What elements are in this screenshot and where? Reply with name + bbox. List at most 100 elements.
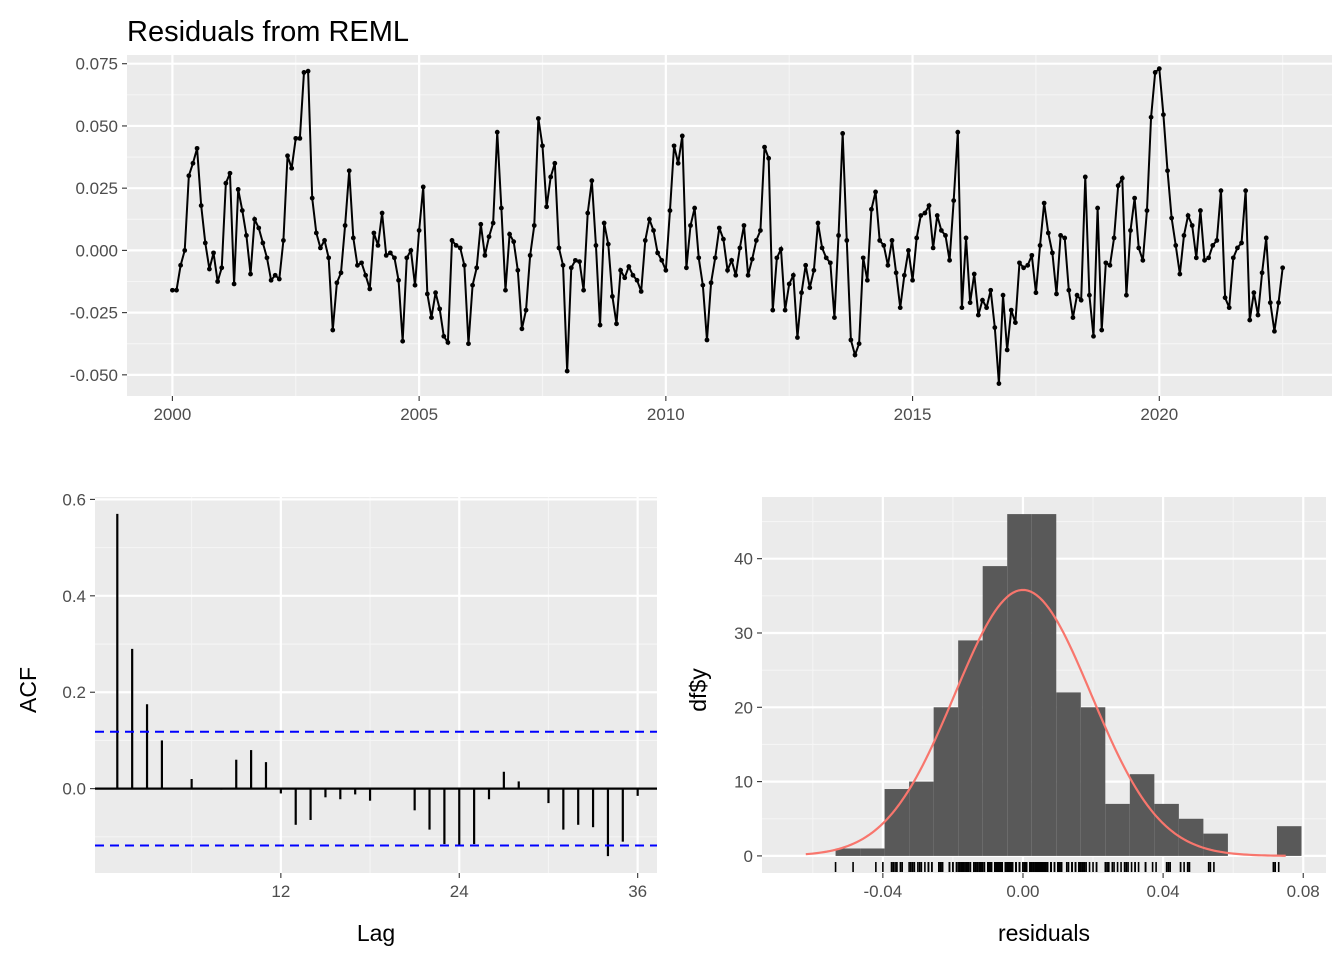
y-tick-label: 30 [734,624,753,643]
residual-point [474,265,480,271]
residual-point [647,216,652,222]
residual-point [170,287,175,293]
residual-point [1222,295,1228,301]
histogram-bar [860,848,885,856]
residual-point [1230,255,1236,261]
acf-panel: 12 24 36 0.0 0.2 0.4 0.6 Lag ACF [15,490,657,946]
residual-point [597,322,603,328]
residual-point [626,264,632,269]
residual-point [1259,270,1265,276]
residual-point [227,170,233,176]
x-tick-label: 24 [450,882,469,901]
residual-point [634,277,640,283]
residual-point [355,262,360,268]
residual-point [1218,188,1224,194]
residual-point [424,291,430,297]
residual-point [992,325,998,330]
residual-point [1074,292,1080,298]
residual-point [346,168,352,174]
residual-point [297,135,303,141]
residual-point [437,306,443,312]
residual-point [334,280,340,286]
residual-point [663,267,669,273]
residual-point [1062,235,1068,241]
residual-rug [834,862,1280,872]
residual-point [869,206,874,212]
residual-point [795,335,800,340]
residual-point [293,135,299,141]
residual-point [1202,257,1207,263]
residual-point [716,225,722,231]
x-tick-label: 0.00 [1006,882,1039,901]
residual-point [544,204,549,210]
histogram-bar [1129,774,1155,856]
histogram-bar [1178,818,1204,856]
residual-point [684,265,689,271]
histogram-bar [1276,826,1302,856]
residual-point [959,305,965,311]
residual-point [918,213,924,218]
residual-point [827,260,833,266]
residual-point [1152,70,1158,75]
residual-point [289,165,295,171]
residual-point [1058,233,1063,238]
acf-plot-background [95,497,657,873]
residual-point [642,238,648,243]
x-tick-label: 12 [271,882,290,901]
residual-point [1177,271,1183,277]
residual-point [778,246,784,252]
residual-point [671,143,677,149]
residual-point [1173,243,1179,248]
residual-point [1082,174,1088,180]
y-tick-label: 0.050 [75,117,118,136]
residual-point [1004,347,1010,353]
residual-point [1045,230,1051,236]
acf-x-axis-label: Lag [357,920,395,946]
y-tick-label: 0.075 [75,55,118,74]
residual-point [1144,208,1150,213]
acf-y-axis-label: ACF [15,667,41,713]
residual-point [704,337,710,343]
residual-point [186,173,192,179]
residual-point [523,307,529,313]
residual-point [1012,320,1018,325]
residual-point [996,381,1002,386]
residual-point [922,210,928,216]
x-tick-label: 36 [628,882,647,901]
residual-point [737,245,743,251]
residual-point [622,275,628,281]
acf-plot-axes: 12 24 36 0.0 0.2 0.4 0.6 [62,490,647,901]
residual-point [466,341,471,347]
residual-point [1008,307,1014,313]
residual-point [803,262,809,268]
residual-point [572,257,578,263]
normal-density-curve [805,588,1286,857]
residual-point [1107,262,1113,268]
residual-point [696,255,702,261]
residual-point [281,238,286,243]
y-tick-label: 40 [734,550,753,569]
residual-point [223,180,229,186]
residual-point [486,234,492,240]
acf-bars [95,513,657,857]
histogram-bar [1031,514,1057,856]
residual-point [988,287,994,293]
histogram-bar [835,848,861,856]
residual-point [975,312,981,318]
residual-point [560,262,566,268]
residual-point [244,233,249,238]
residual-point [1156,66,1162,72]
residual-point [733,272,739,278]
residual-point [260,240,266,246]
residual-point [1086,292,1092,298]
residual-point [840,131,846,136]
residual-point [207,266,212,272]
residual-point [433,290,438,296]
residual-point [692,205,698,211]
histogram-bar [1080,707,1106,856]
residual-point [1095,205,1101,211]
residual-point [182,247,188,253]
residual-point [490,220,496,226]
residual-point [552,160,558,166]
